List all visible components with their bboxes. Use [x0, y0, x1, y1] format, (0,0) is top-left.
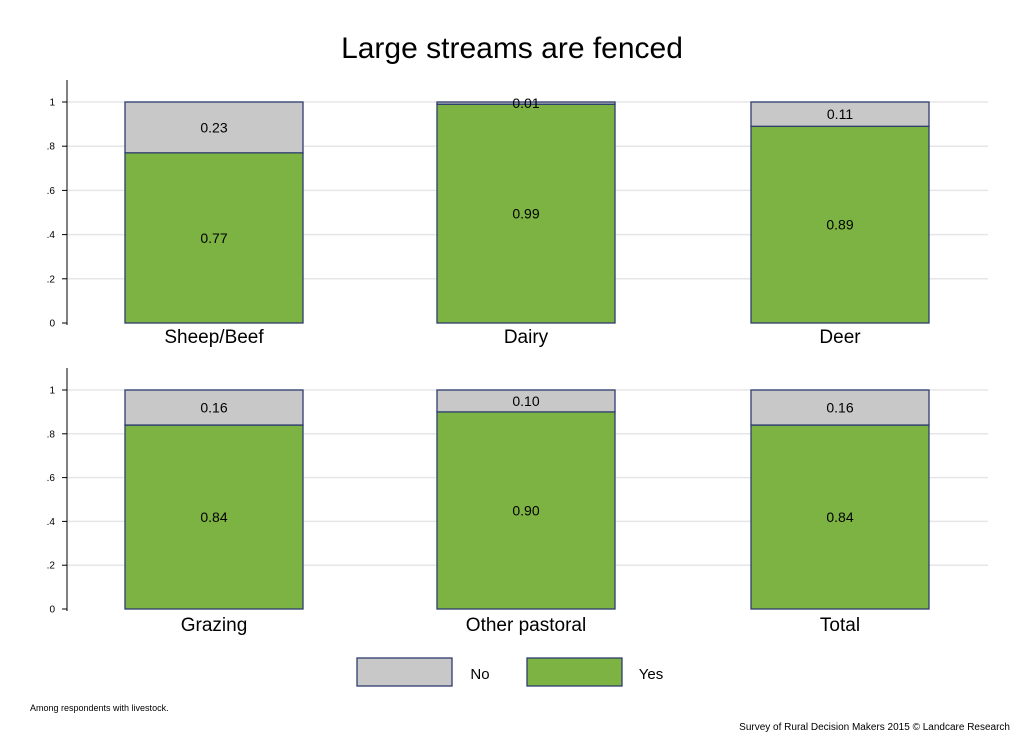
y-tick-label: .2	[47, 274, 56, 285]
legend-label: No	[470, 666, 489, 683]
y-tick-label: 1	[49, 386, 55, 397]
panel-dairy: 0.99 0.01 Dairy	[436, 95, 616, 348]
legend-item-yes: Yes	[526, 657, 663, 687]
footnote: Among respondents with livestock.	[30, 703, 169, 713]
legend-swatch	[526, 657, 623, 687]
panels-group: 0 .2 .4 .6 .8 1 0.77 0.23 Sheep/Beef 0.99 0.01 Dair…	[47, 80, 988, 636]
chart-title: Large streams are fenced	[341, 32, 683, 65]
bar-yes	[750, 424, 930, 610]
bar-no	[436, 389, 616, 413]
panel-grazing: 0.84 0.16 Grazing	[124, 389, 304, 636]
panel-total: 0.84 0.16 Total	[750, 389, 930, 636]
y-tick-label: .8	[47, 142, 56, 153]
legend-item-no: No	[356, 657, 490, 687]
data-label-yes: 0.84	[200, 509, 227, 525]
panel-label: Dairy	[504, 327, 549, 348]
data-label-no: 0.16	[826, 400, 853, 416]
bar-yes	[124, 152, 304, 324]
data-label-no: 0.10	[512, 393, 539, 409]
legend: No Yes	[356, 657, 663, 687]
data-label-yes: 0.90	[512, 502, 539, 518]
panel-row-2: 0 .2 .4 .6 .8 1 0.84 0.16 Grazing 0.90 0.10 Other p…	[47, 368, 988, 636]
panel-other-pastoral: 0.90 0.10 Other pastoral	[436, 389, 616, 636]
bar-no	[750, 101, 930, 127]
panel-deer: 0.89 0.11 Deer	[750, 101, 930, 348]
y-tick-label: .4	[47, 230, 56, 241]
y-tick-label: .8	[47, 429, 56, 440]
panel-label: Sheep/Beef	[164, 327, 264, 348]
y-tick-label: .2	[47, 561, 56, 572]
panel-row-1: 0 .2 .4 .6 .8 1 0.77 0.23 Sheep/Beef 0.99 0.01 Dair…	[47, 80, 988, 348]
y-tick-label: 0	[49, 605, 55, 616]
y-tick-label: .4	[47, 517, 56, 528]
data-label-yes: 0.99	[512, 206, 539, 222]
panel-label: Grazing	[181, 615, 248, 636]
bar-no	[124, 101, 304, 154]
panel-sheep-beef: 0.77 0.23 Sheep/Beef	[124, 101, 304, 348]
bar-yes	[436, 411, 616, 610]
bar-yes	[124, 424, 304, 610]
source-credit: Survey of Rural Decision Makers 2015 © L…	[739, 722, 1010, 733]
bar-no	[436, 101, 616, 105]
data-label-no: 0.11	[827, 106, 853, 122]
data-label-yes: 0.84	[826, 509, 853, 525]
y-tick-label: .6	[47, 186, 56, 197]
panel-label: Other pastoral	[466, 615, 586, 636]
data-label-no: 0.23	[200, 119, 227, 135]
legend-swatch	[356, 657, 453, 687]
legend-label: Yes	[639, 666, 663, 683]
y-tick-label: 1	[49, 98, 55, 109]
data-label-yes: 0.77	[200, 230, 227, 246]
y-tick-label: .6	[47, 473, 56, 484]
y-tick-label: 0	[49, 319, 55, 330]
data-label-yes: 0.89	[826, 217, 853, 233]
data-label-no: 0.16	[200, 400, 227, 416]
bar-no	[124, 389, 304, 426]
data-label-no: 0.01	[512, 95, 539, 111]
panel-label: Deer	[819, 327, 861, 348]
panel-label: Total	[820, 615, 860, 636]
bar-no	[750, 389, 930, 426]
